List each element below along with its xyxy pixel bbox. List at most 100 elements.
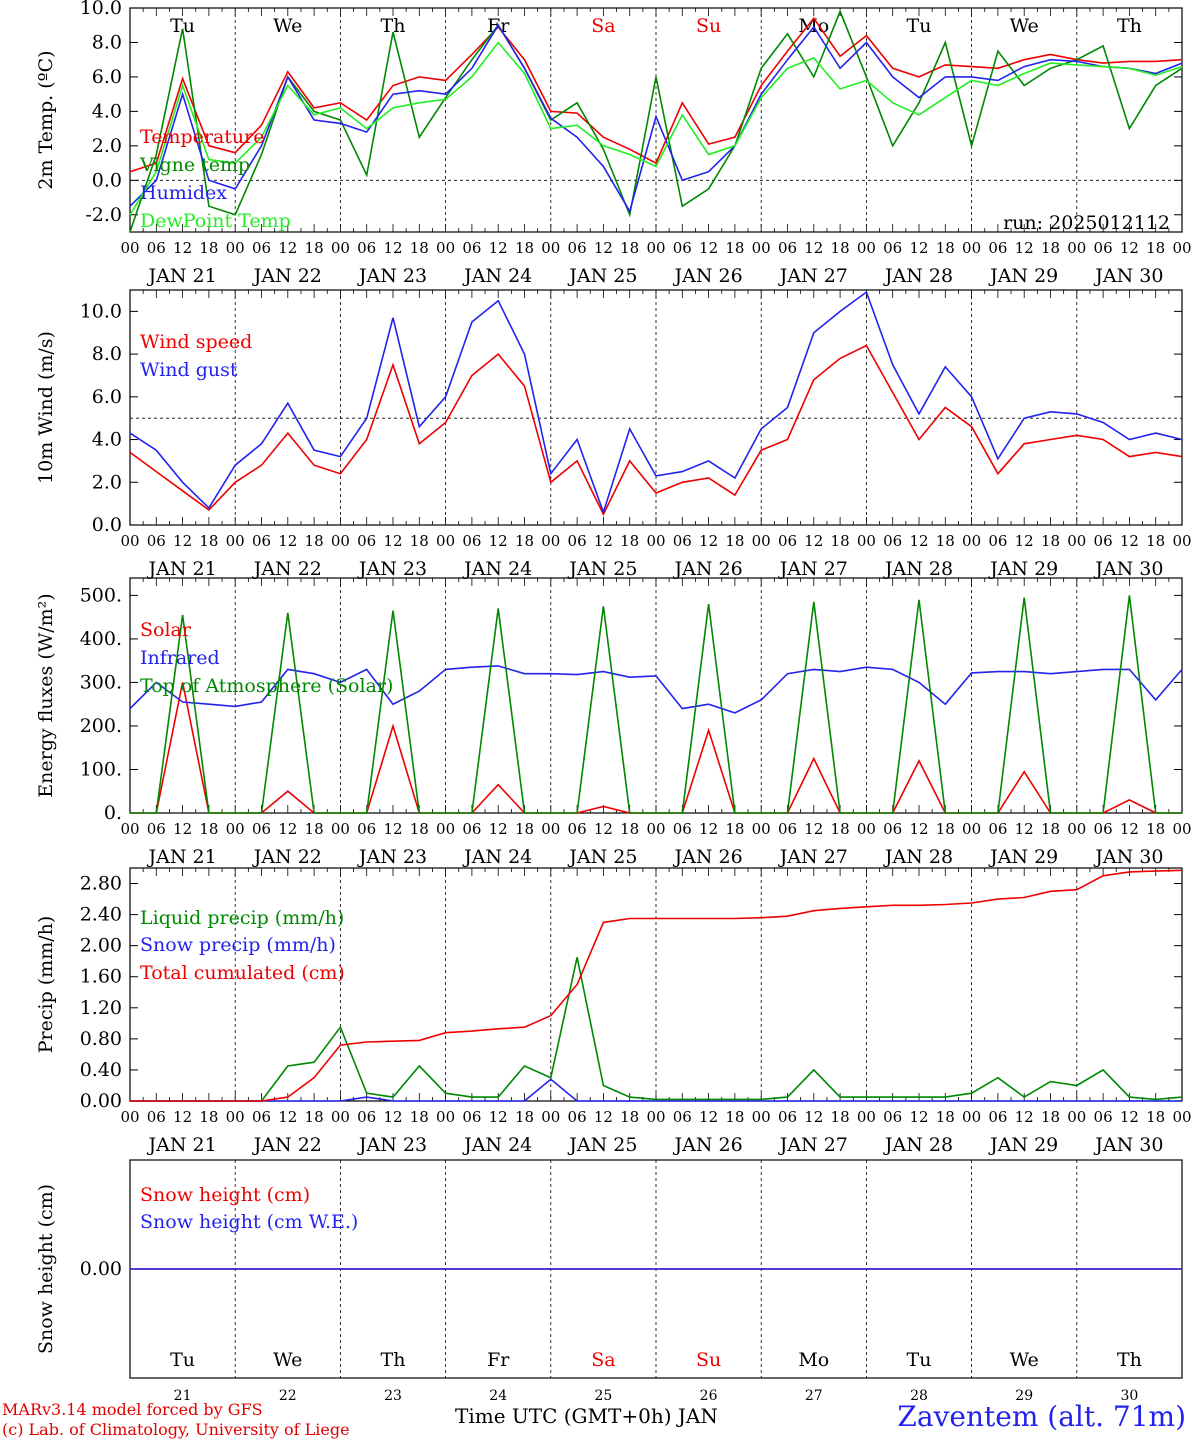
hour-tick-label: 12 (594, 532, 613, 550)
hour-tick-label: 06 (357, 239, 376, 257)
hour-tick-label: 12 (489, 1108, 508, 1126)
day-of-week-label: Tu (170, 15, 195, 37)
hour-tick-label: 18 (620, 820, 639, 838)
date-label: JAN 29 (988, 846, 1058, 868)
hour-tick-label: 12 (383, 820, 402, 838)
hour-tick-label: 06 (568, 532, 587, 550)
hour-tick-label: 18 (515, 532, 534, 550)
hour-tick-label: 12 (278, 820, 297, 838)
hour-tick-label: 18 (620, 1108, 639, 1126)
date-label: JAN 21 (147, 558, 217, 580)
date-label: JAN 22 (252, 1134, 322, 1156)
footer-lab-credit: (c) Lab. of Climatology, University of L… (2, 1420, 350, 1439)
day-of-week-label: Tu (907, 1349, 932, 1371)
hour-tick-label: 00 (1172, 532, 1191, 550)
hour-tick-label: 12 (909, 1108, 928, 1126)
hour-tick-label: 00 (120, 1108, 139, 1126)
hour-tick-label: 12 (1120, 532, 1139, 550)
hour-tick-label: 06 (778, 1108, 797, 1126)
date-label: JAN 25 (567, 846, 637, 868)
hour-tick-label: 12 (1120, 1108, 1139, 1126)
legend-entry: Wind speed (140, 331, 252, 353)
hour-tick-label: 18 (1041, 239, 1060, 257)
hour-tick-label: 18 (410, 1108, 429, 1126)
hour-tick-label: 12 (699, 1108, 718, 1126)
date-label: JAN 30 (1093, 846, 1163, 868)
station-name: Zaventem (alt. 71m) (897, 1400, 1186, 1433)
y-tick-label: 10.0 (80, 0, 122, 19)
date-label: JAN 29 (988, 265, 1058, 287)
y-tick-label: 4.0 (92, 100, 122, 122)
hour-tick-label: 06 (252, 532, 271, 550)
hour-tick-label: 12 (173, 820, 192, 838)
date-label: JAN 27 (778, 846, 848, 868)
y-tick-label: 2.80 (80, 873, 122, 895)
date-label: JAN 24 (462, 558, 532, 580)
date-label: JAN 26 (673, 558, 743, 580)
hour-tick-label: 12 (1120, 239, 1139, 257)
y-tick-label: 2.40 (80, 904, 122, 926)
hour-tick-label: 06 (462, 1108, 481, 1126)
hour-tick-label: 00 (541, 1108, 560, 1126)
hour-tick-label: 18 (725, 532, 744, 550)
hour-tick-label: 00 (120, 239, 139, 257)
hour-tick-label: 12 (489, 239, 508, 257)
hour-tick-label: 00 (436, 532, 455, 550)
day-of-week-label: Tu (907, 15, 932, 37)
day-number-label: 30 (1120, 1388, 1138, 1404)
hour-tick-label: 06 (252, 1108, 271, 1126)
hour-tick-label: 18 (199, 1108, 218, 1126)
date-label: JAN 24 (462, 265, 532, 287)
hour-tick-label: 06 (357, 820, 376, 838)
hour-tick-label: 12 (173, 1108, 192, 1126)
legend-entry: Vigne temp (139, 154, 250, 176)
hour-tick-label: 00 (962, 239, 981, 257)
series-line (130, 957, 1183, 1102)
footer-model-credit: MARv3.14 model forced by GFS (2, 1400, 263, 1419)
date-label: JAN 24 (462, 1134, 532, 1156)
day-number-label: 28 (910, 1388, 928, 1404)
hour-tick-label: 12 (1015, 1108, 1034, 1126)
date-label: JAN 22 (252, 558, 322, 580)
date-label: JAN 23 (357, 265, 427, 287)
hour-tick-label: 12 (1015, 239, 1034, 257)
hour-tick-label: 12 (278, 532, 297, 550)
hour-tick-label: 12 (489, 532, 508, 550)
hour-tick-label: 06 (883, 820, 902, 838)
hour-tick-label: 12 (173, 532, 192, 550)
legend-entry: Infrared (140, 647, 220, 669)
series-line (129, 9, 1183, 233)
date-label: JAN 23 (357, 558, 427, 580)
legend-entry: Humidex (140, 182, 227, 204)
hour-tick-label: 06 (673, 1108, 692, 1126)
hour-tick-label: 00 (857, 820, 876, 838)
date-label: JAN 29 (988, 1134, 1058, 1156)
y-tick-label: -2.0 (85, 204, 122, 226)
hour-tick-label: 12 (278, 239, 297, 257)
hour-tick-label: 00 (1172, 820, 1191, 838)
y-tick-label: 8.0 (92, 343, 122, 365)
run-label: run: 2025012112 (1003, 212, 1170, 234)
hour-tick-label: 18 (305, 239, 324, 257)
day-of-week-label: Th (1117, 15, 1142, 37)
legend-entry: Top of Atmosphere (Solar) (140, 675, 393, 697)
hour-tick-label: 18 (1041, 532, 1060, 550)
hour-tick-label: 12 (383, 1108, 402, 1126)
hour-tick-label: 06 (357, 532, 376, 550)
hour-tick-label: 12 (699, 532, 718, 550)
day-of-week-label: We (1010, 1349, 1039, 1371)
date-label: JAN 28 (883, 265, 953, 287)
y-tick-label: 1.20 (80, 997, 122, 1019)
hour-tick-label: 18 (936, 239, 955, 257)
y-tick-label: 6.0 (92, 66, 122, 88)
y-axis-label: 2m Temp. (ºC) (35, 50, 57, 189)
date-label: JAN 23 (357, 846, 427, 868)
hour-tick-label: 00 (962, 532, 981, 550)
hour-tick-label: 00 (752, 820, 771, 838)
hour-tick-label: 18 (725, 1108, 744, 1126)
hour-tick-label: 18 (410, 820, 429, 838)
date-label: JAN 28 (883, 1134, 953, 1156)
y-tick-label: 100. (80, 758, 122, 780)
x-axis-title: Time UTC (GMT+0h) JAN (455, 1404, 718, 1428)
